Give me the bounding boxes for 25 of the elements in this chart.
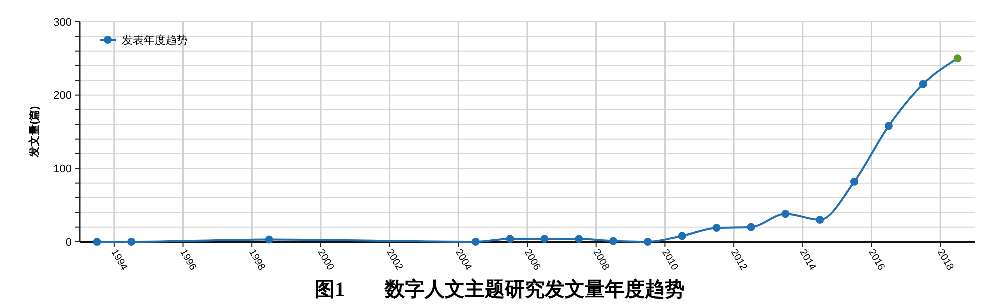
point [747, 223, 756, 232]
point [954, 54, 962, 63]
point [782, 210, 790, 218]
y-tick-label: 300 [54, 16, 72, 29]
point [678, 232, 686, 240]
point [540, 235, 549, 244]
point [884, 122, 893, 130]
legend-label: 发表年度趋势 [122, 34, 188, 47]
y-tick-label: 200 [54, 90, 72, 102]
y-tick-label: 0 [66, 236, 72, 249]
point [712, 224, 721, 232]
point [919, 80, 928, 88]
point [644, 238, 652, 246]
point [850, 178, 859, 186]
y-axis-title: 发文量(篇) [28, 106, 41, 159]
point [265, 236, 274, 244]
point [816, 216, 824, 224]
text: 图1 数字人文主题研究发文量年度趋势 [315, 278, 685, 301]
point [610, 237, 618, 246]
point [472, 238, 480, 246]
point [93, 238, 102, 246]
point [575, 235, 584, 244]
point [506, 235, 514, 244]
point [128, 238, 136, 246]
y-tick-label: 100 [54, 164, 72, 176]
